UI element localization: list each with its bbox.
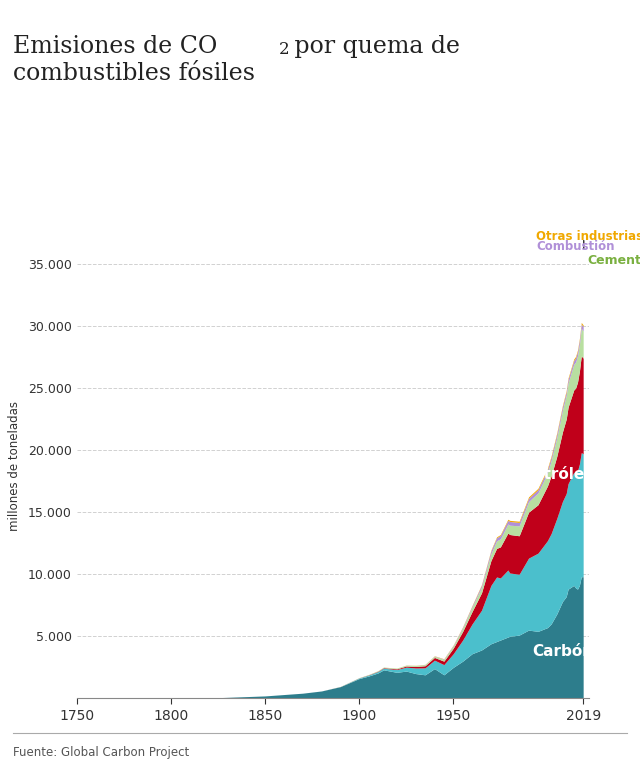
Text: combustibles fósiles: combustibles fósiles	[13, 62, 255, 85]
Y-axis label: millones de toneladas: millones de toneladas	[8, 400, 21, 531]
Text: Cemento: Cemento	[587, 254, 640, 267]
Text: 2: 2	[278, 41, 289, 58]
Text: BBC: BBC	[578, 746, 612, 760]
Text: Combustión: Combustión	[536, 240, 614, 253]
Text: Gas: Gas	[533, 312, 565, 327]
Text: Emisiones de CO: Emisiones de CO	[13, 35, 217, 58]
Text: Carbón: Carbón	[532, 644, 593, 659]
Text: por quema de: por quema de	[287, 35, 460, 58]
Text: Petróleo: Petróleo	[522, 467, 595, 483]
Text: Otras industrias: Otras industrias	[536, 230, 640, 243]
Text: Fuente: Global Carbon Project: Fuente: Global Carbon Project	[13, 747, 189, 759]
